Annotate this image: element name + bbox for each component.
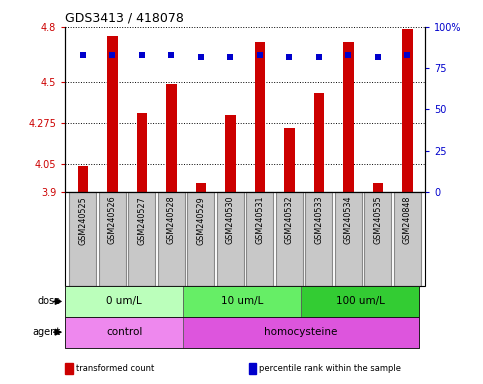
Text: GSM240531: GSM240531	[256, 196, 264, 244]
Text: transformed count: transformed count	[76, 364, 154, 373]
Bar	[394, 192, 421, 286]
Point	[315, 53, 323, 60]
Text: GSM240530: GSM240530	[226, 196, 235, 244]
Text: 100 um/L: 100 um/L	[336, 296, 384, 306]
Point	[168, 52, 175, 58]
Bar	[187, 192, 214, 286]
Point	[109, 52, 116, 58]
Text: control: control	[106, 327, 142, 337]
Bar	[65, 317, 183, 348]
Text: GSM240526: GSM240526	[108, 196, 117, 244]
Point	[285, 53, 293, 60]
Text: GSM240848: GSM240848	[403, 196, 412, 244]
Text: GSM240528: GSM240528	[167, 196, 176, 244]
Bar	[276, 192, 303, 286]
Bar	[128, 192, 156, 286]
Text: agent: agent	[32, 327, 60, 337]
Text: GSM240529: GSM240529	[197, 196, 205, 245]
Bar	[183, 286, 301, 317]
Bar	[335, 192, 362, 286]
Bar	[217, 192, 244, 286]
Bar	[65, 286, 183, 317]
Point	[374, 53, 382, 60]
Bar	[364, 192, 391, 286]
Text: 10 um/L: 10 um/L	[221, 296, 263, 306]
Text: 0 um/L: 0 um/L	[106, 296, 142, 306]
Point	[138, 52, 146, 58]
Bar	[158, 192, 185, 286]
Bar	[284, 128, 295, 192]
Text: GDS3413 / 418078: GDS3413 / 418078	[65, 11, 184, 24]
Bar	[255, 41, 265, 192]
Text: percentile rank within the sample: percentile rank within the sample	[259, 364, 401, 373]
Bar	[78, 166, 88, 192]
Bar	[99, 192, 126, 286]
Text: GSM240534: GSM240534	[344, 196, 353, 244]
Point	[256, 52, 264, 58]
Point	[344, 52, 352, 58]
Point	[227, 53, 234, 60]
Point	[403, 52, 411, 58]
Bar	[402, 29, 412, 192]
Bar	[166, 84, 177, 192]
Bar	[137, 113, 147, 192]
Bar	[70, 192, 97, 286]
Bar	[196, 183, 206, 192]
Point	[197, 53, 205, 60]
Bar	[305, 192, 332, 286]
Bar	[183, 317, 419, 348]
Bar	[301, 286, 419, 317]
Text: GSM240525: GSM240525	[78, 196, 87, 245]
Text: GSM240527: GSM240527	[137, 196, 146, 245]
Bar	[107, 36, 117, 192]
Bar	[225, 115, 236, 192]
Bar	[246, 192, 273, 286]
Text: homocysteine: homocysteine	[265, 327, 338, 337]
Text: dose: dose	[37, 296, 60, 306]
Point	[79, 52, 87, 58]
Text: GSM240532: GSM240532	[285, 196, 294, 244]
Bar	[343, 41, 354, 192]
Text: GSM240535: GSM240535	[373, 196, 383, 244]
Bar	[313, 93, 324, 192]
Text: GSM240533: GSM240533	[314, 196, 323, 244]
Bar	[373, 183, 383, 192]
